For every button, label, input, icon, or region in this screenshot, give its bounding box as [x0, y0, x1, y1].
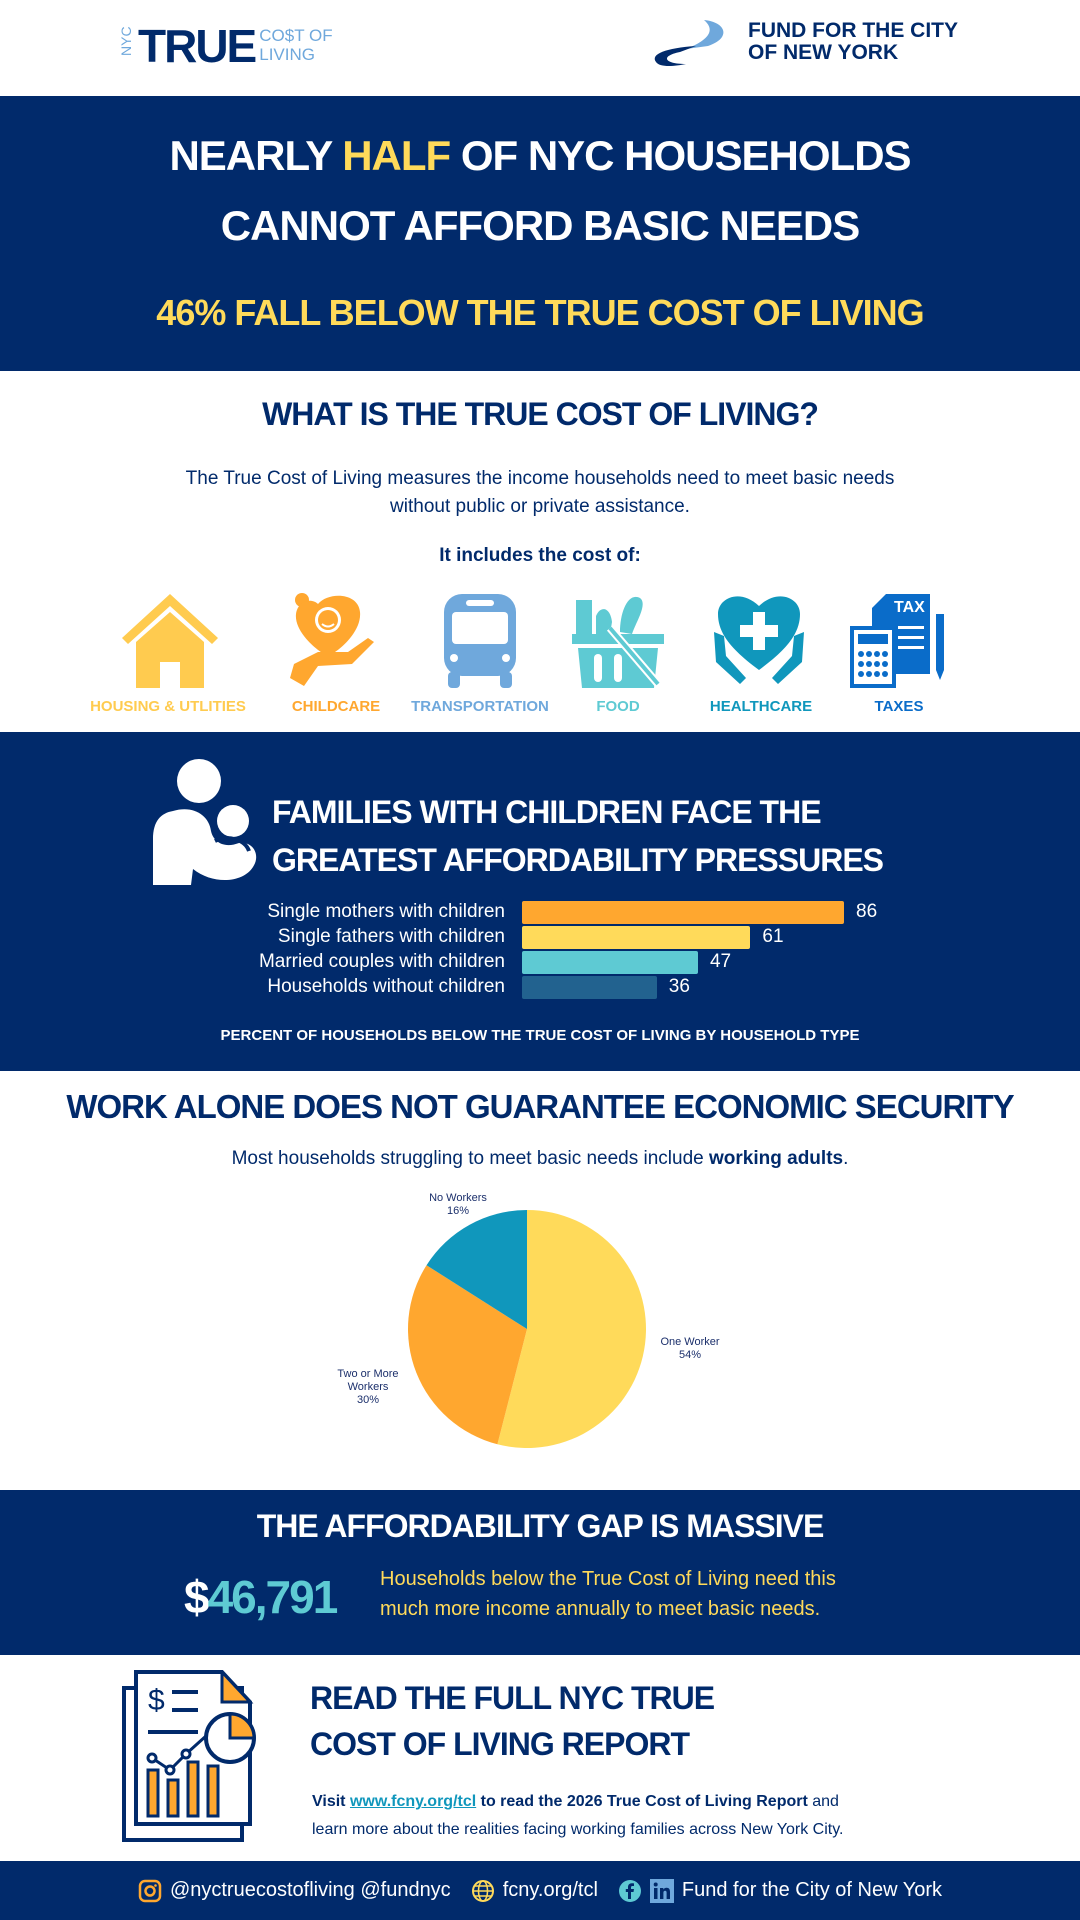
pie-slice-two-or-more-workers	[408, 1265, 527, 1445]
hero-banner: NEARLY HALF OF NYC HOUSEHOLDS CANNOT AFF…	[0, 96, 1080, 371]
bar	[522, 976, 657, 999]
bar-value: 47	[709, 951, 732, 972]
report-heading-2: COST OF LIVING REPORT	[310, 1726, 690, 1762]
pie-label-two-or-more: Two or More Workers 30%	[337, 1368, 399, 1407]
report-document-icon: $	[122, 1670, 256, 1842]
heart-cross-hands-icon	[714, 596, 804, 684]
bar	[522, 951, 698, 974]
label-food: FOOD	[596, 698, 640, 715]
hero-line1: NEARLY HALF OF NYC HOUSEHOLDS	[169, 132, 911, 179]
report-line-2: learn more about the realities facing wo…	[312, 1821, 844, 1838]
bar-label: Single fathers with children	[277, 926, 505, 947]
bar-label: Households without children	[267, 976, 505, 997]
report-link[interactable]: www.fcny.org/tcl	[349, 1793, 477, 1810]
grocery-basket-icon	[572, 596, 664, 688]
bar-chart-caption: PERCENT OF HOUSEHOLDS BELOW THE TRUE COS…	[220, 1027, 860, 1044]
pie-label-no-workers: No Workers 16%	[429, 1192, 487, 1218]
pie-slice-one-worker	[497, 1210, 647, 1448]
instagram-icon	[138, 1879, 162, 1902]
bar	[522, 901, 844, 924]
fcny-swirl-icon	[654, 20, 724, 66]
footer-social[interactable]: @nyctruecostofliving @fundnyc	[138, 1879, 451, 1903]
hero-line2: CANNOT AFFORD BASIC NEEDS	[220, 202, 860, 249]
house-icon	[122, 594, 218, 688]
hero-highlight: HALF	[342, 132, 451, 179]
report-visit-line: Visit www.fcny.org/tcl to read the 2026 …	[312, 1793, 839, 1810]
gap-amount: $46,791	[184, 1571, 338, 1623]
pie-label-one-worker: One Worker 54%	[660, 1336, 720, 1362]
logo-cost-of: CO$T OF	[259, 26, 333, 46]
facebook-icon	[618, 1879, 641, 1902]
bar-label: Single mothers with children	[267, 901, 505, 922]
families-heading-1: FAMILIES WITH CHILDREN FACE THE	[272, 794, 822, 830]
workers-pie-chart	[408, 1210, 647, 1448]
gap-section: THE AFFORDABILITY GAP IS MASSIVE $46,791…	[0, 1490, 1080, 1655]
work-heading: WORK ALONE DOES NOT GUARANTEE ECONOMIC S…	[66, 1088, 1014, 1125]
linkedin-icon	[649, 1878, 674, 1903]
gap-text-2: much more income annually to meet basic …	[380, 1598, 821, 1620]
footer-web[interactable]: fcny.org/tcl	[471, 1879, 598, 1903]
footer: @nyctruecostofliving @fundnyc fcny.org/t…	[0, 1861, 1080, 1920]
header: NYC TRUE CO$T OF LIVING FUND FOR THE CIT…	[0, 0, 1080, 96]
logo-living: LIVING	[259, 45, 315, 64]
svg-text:TAX: TAX	[894, 599, 925, 616]
footer-org[interactable]: Fund for the City of New York	[618, 1878, 942, 1903]
logo-true: TRUE	[138, 20, 257, 72]
tcl-logo: NYC TRUE CO$T OF LIVING	[116, 20, 333, 72]
tax-form-calculator-icon: TAX	[850, 594, 944, 688]
logo-nyc: NYC	[118, 26, 134, 56]
globe-icon	[471, 1879, 494, 1902]
svg-text:$: $	[148, 1684, 165, 1717]
label-transportation: TRANSPORTATION	[411, 698, 549, 715]
bus-icon	[444, 594, 516, 688]
work-subtitle: Most households struggling to meet basic…	[231, 1148, 849, 1169]
families-heading-2: GREATEST AFFORDABILITY PRESSURES	[272, 842, 884, 878]
gap-text-1: Households below the True Cost of Living…	[380, 1568, 836, 1590]
bar-value: 36	[668, 976, 690, 997]
definition-text-1: The True Cost of Living measures the inc…	[185, 468, 895, 489]
baby-in-hand-icon	[290, 593, 374, 686]
families-section: FAMILIES WITH CHILDREN FACE THE GREATEST…	[0, 732, 1080, 1071]
bar-value: 61	[762, 926, 784, 947]
bar-value: 86	[856, 901, 878, 922]
hero-subline: 46% FALL BELOW THE TRUE COST OF LIVING	[156, 292, 924, 333]
label-taxes: TAXES	[874, 698, 924, 715]
fcny-logo: FUND FOR THE CITY OF NEW YORK	[646, 16, 958, 68]
pie-slice-no-workers	[426, 1210, 527, 1329]
definition-text-2: without public or private assistance.	[390, 496, 690, 517]
fcny-line1: FUND FOR THE CITY	[748, 18, 958, 42]
label-childcare: CHILDCARE	[291, 698, 381, 715]
label-housing: HOUSING & UTLITIES	[90, 698, 246, 715]
bar-label: Married couples with children	[258, 951, 505, 972]
gap-heading: THE AFFORDABILITY GAP IS MASSIVE	[256, 1508, 825, 1544]
report-heading-1: READ THE FULL NYC TRUE	[310, 1680, 715, 1716]
fcny-line2: OF NEW YORK	[748, 41, 899, 64]
parent-child-icon	[153, 759, 257, 885]
bar	[522, 926, 751, 949]
includes-label: It includes the cost of:	[439, 545, 641, 566]
definition-heading: WHAT IS THE TRUE COST OF LIVING?	[262, 396, 819, 432]
label-healthcare: HEALTHCARE	[709, 698, 813, 715]
